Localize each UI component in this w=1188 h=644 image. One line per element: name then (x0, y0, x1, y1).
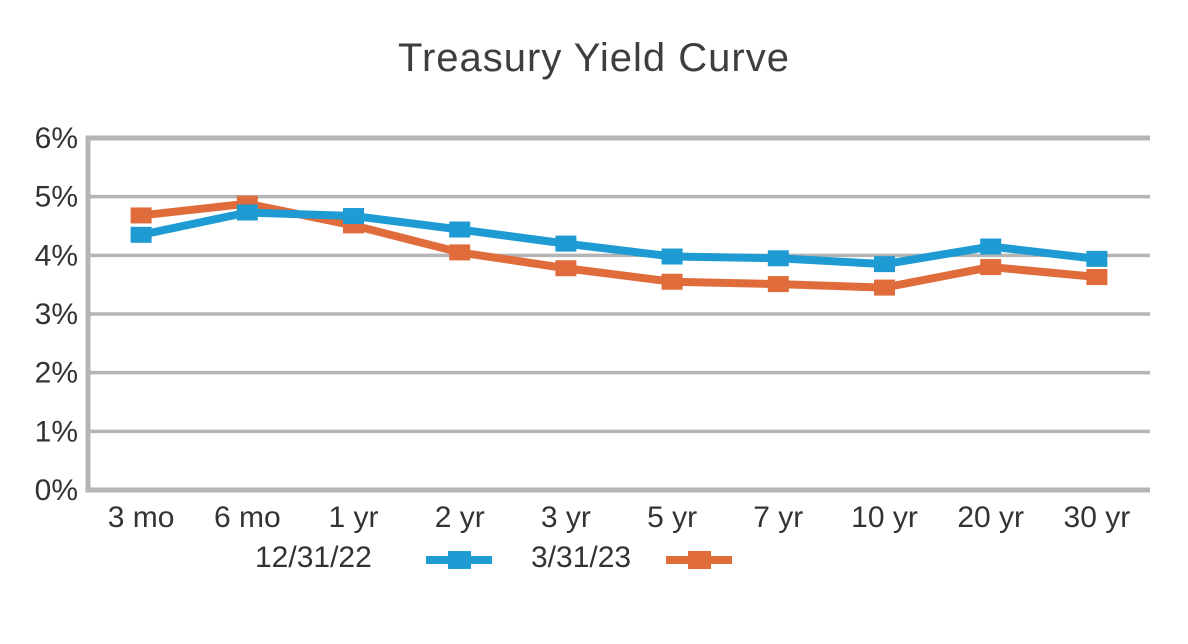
legend-swatch-series-1 (426, 541, 492, 579)
legend-square-marker-icon (448, 551, 471, 569)
x-tick-label: 5 yr (647, 501, 697, 534)
legend: 12/31/22 3/31/23 (0, 541, 1188, 581)
legend-square-marker-icon (688, 551, 711, 569)
data-point-marker (767, 276, 789, 293)
legend-swatch-series-2 (666, 541, 732, 579)
y-tick-label: 4% (35, 239, 78, 272)
series-line-1 (140, 208, 1098, 269)
x-tick-label: 1 yr (328, 501, 378, 534)
data-point-marker (449, 244, 471, 261)
x-tick-label: 3 yr (541, 501, 591, 534)
data-point-marker (980, 238, 1002, 255)
data-point-marker (555, 235, 577, 252)
data-point-marker (236, 204, 258, 221)
y-tick-label: 5% (35, 181, 78, 214)
x-tick-label: 10 yr (851, 501, 918, 534)
data-point-marker (130, 226, 152, 243)
x-tick-label: 7 yr (753, 501, 803, 534)
data-point-marker (343, 208, 364, 225)
data-point-marker (661, 248, 683, 265)
data-point-marker (449, 221, 471, 238)
data-point-marker (1086, 269, 1108, 286)
y-tick-label: 1% (35, 415, 78, 448)
data-point-marker (130, 207, 152, 224)
data-point-marker (1086, 250, 1108, 267)
chart-title: Treasury Yield Curve (398, 36, 790, 80)
x-tick-label: 3 mo (108, 501, 175, 534)
data-point-marker (874, 279, 895, 296)
data-point-marker (555, 260, 577, 277)
y-tick-label: 0% (35, 474, 78, 507)
legend-label-series-2: 3/31/23 (531, 541, 632, 574)
y-tick-label: 3% (35, 298, 78, 331)
x-tick-label: 6 mo (214, 501, 281, 534)
data-point-marker (767, 250, 789, 267)
data-point-marker (661, 273, 683, 290)
y-tick-label: 6% (35, 122, 78, 155)
x-tick-label: 2 yr (435, 501, 485, 534)
data-point-marker (874, 256, 895, 273)
data-point-marker (980, 259, 1002, 276)
x-tick-label: 20 yr (957, 501, 1024, 534)
x-tick-label: 30 yr (1064, 501, 1131, 534)
y-tick-label: 2% (35, 357, 78, 390)
legend-label-series-1: 12/31/22 (255, 541, 372, 574)
